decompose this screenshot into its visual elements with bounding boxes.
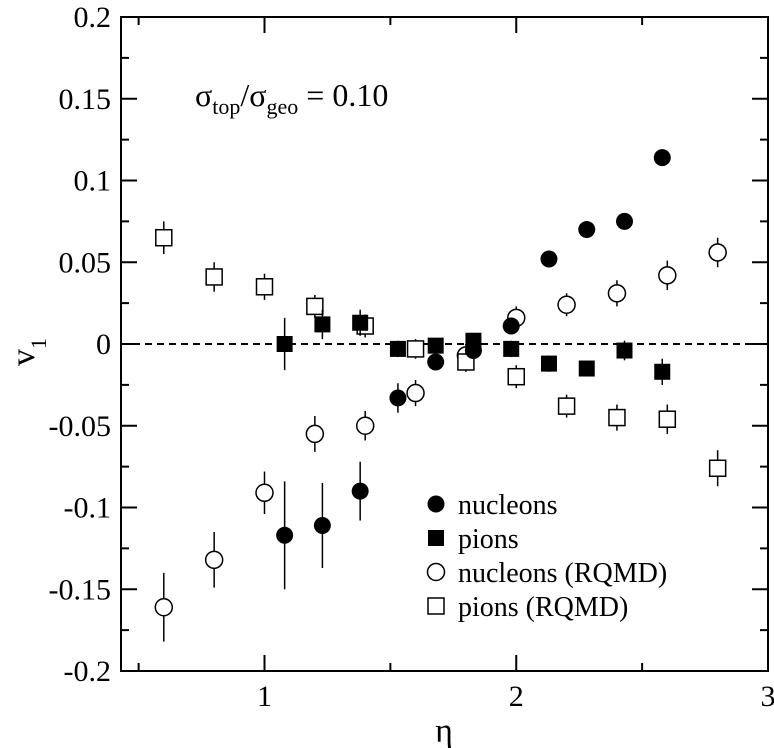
data-point: [607, 284, 627, 303]
data-point: [503, 340, 520, 357]
y-tick-label: 0.2: [74, 1, 112, 34]
data-point: [276, 526, 294, 544]
x-axis-label: η: [435, 713, 453, 748]
legend-marker: [427, 495, 445, 513]
data-point: [427, 337, 444, 354]
data-point: [276, 336, 293, 352]
y-tick-label: 0.15: [59, 83, 112, 116]
data-point: [616, 212, 634, 230]
data-point: [616, 342, 633, 359]
data-series: [154, 149, 727, 642]
x-tick-label: 1: [257, 680, 272, 713]
y-tick-label: -0.2: [64, 655, 112, 688]
data-point: [389, 340, 406, 357]
series-nucleons: [276, 149, 671, 590]
data-point: [255, 483, 274, 503]
data-point: [313, 516, 331, 534]
data-point: [502, 317, 520, 335]
legend-label: pions: [458, 524, 519, 555]
data-point: [306, 297, 324, 316]
legend-label: pions (RQMD): [458, 592, 628, 623]
data-point: [154, 597, 174, 617]
legend-marker: [428, 530, 444, 546]
data-point: [406, 340, 425, 358]
cross-section-annotation: σtop/σgeo = 0.10: [195, 77, 388, 119]
data-point: [708, 243, 727, 262]
svg-text:v1: v1: [5, 338, 51, 366]
data-point: [507, 367, 525, 386]
legend-label: nucleons (RQMD): [458, 558, 667, 589]
axis-ticks: -0.2 -0.15 -0.1 -0.05 0 0.05 0.1 0.15 0.2 1 2 3: [49, 1, 774, 713]
data-point: [557, 397, 576, 415]
y-tick-label: 0.1: [74, 165, 112, 198]
legend-label: nucleons: [458, 490, 558, 521]
data-point: [540, 355, 557, 372]
data-point: [352, 314, 369, 331]
data-point: [314, 316, 331, 333]
data-point: [305, 424, 325, 444]
data-point: [540, 250, 558, 268]
y-tick-label: -0.15: [49, 573, 112, 606]
x-tick-label: 3: [761, 680, 774, 713]
data-point: [608, 408, 626, 427]
data-point: [351, 482, 369, 500]
legend-marker: [427, 597, 445, 615]
data-point: [658, 266, 677, 285]
data-point: [653, 149, 671, 167]
data-point: [654, 363, 671, 380]
data-point: [255, 278, 274, 296]
y-tick-label: -0.05: [49, 410, 112, 443]
data-point: [578, 221, 596, 239]
data-point: [578, 360, 595, 377]
legend-marker: [426, 562, 446, 582]
series-pions-rqmd: [155, 221, 727, 487]
data-point: [708, 459, 727, 478]
y-tick-label: 0: [96, 328, 111, 361]
y-tick-label: -0.1: [64, 492, 112, 525]
data-point: [205, 268, 223, 286]
data-point: [406, 383, 425, 403]
x-tick-label: 2: [509, 680, 524, 713]
data-point: [389, 389, 407, 407]
data-point: [464, 342, 482, 360]
y-tick-label: 0.05: [59, 246, 112, 279]
data-point: [557, 295, 576, 315]
data-point: [355, 416, 375, 435]
data-point: [155, 228, 173, 247]
data-point: [427, 353, 445, 371]
data-point: [204, 550, 224, 570]
y-axis-label: v1: [5, 338, 51, 366]
data-point: [658, 410, 677, 428]
